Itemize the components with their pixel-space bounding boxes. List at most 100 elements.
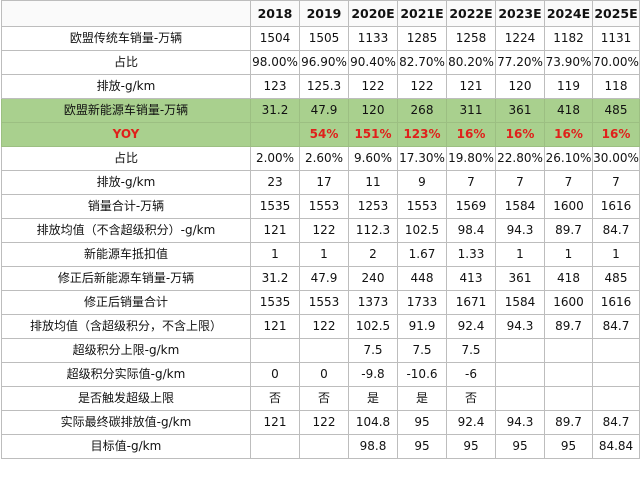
table-cell: 448 <box>397 266 447 291</box>
table-cell <box>592 338 640 363</box>
table-cell: 0 <box>250 362 300 387</box>
table-cell: 30.00% <box>592 146 640 171</box>
table-cell: 9.60% <box>348 146 398 171</box>
header-year: 2022E <box>446 0 496 27</box>
table-cell: 17.30% <box>397 146 447 171</box>
table-cell: 1553 <box>397 194 447 219</box>
table-cell: 7 <box>544 170 593 195</box>
table-cell <box>299 338 349 363</box>
row-label: 超级积分实际值-g/km <box>1 362 251 387</box>
table-cell: 47.9 <box>299 266 349 291</box>
table-cell: 122 <box>397 74 447 99</box>
table-cell: 1133 <box>348 26 398 51</box>
table-cell: 95 <box>397 410 447 435</box>
table-cell: 1.33 <box>446 242 496 267</box>
table-row: 超级积分实际值-g/km 0 0 -9.8 -10.6 -6 <box>1 362 640 387</box>
table-cell: 16% <box>592 122 640 147</box>
table-cell: 418 <box>544 266 593 291</box>
table-row: 实际最终碳排放值-g/km 121 122 104.8 95 92.4 94.3 89.7 84… <box>1 410 640 435</box>
table-cell: 104.8 <box>348 410 398 435</box>
table-cell: 47.9 <box>299 98 349 123</box>
table-cell: 122 <box>348 74 398 99</box>
table-cell: 91.9 <box>397 314 447 339</box>
table-cell: 123% <box>397 122 447 147</box>
table-cell: 1616 <box>592 290 640 315</box>
table-cell: 1 <box>250 242 300 267</box>
table-cell: 268 <box>397 98 447 123</box>
table-cell: 122 <box>299 314 349 339</box>
table-cell: 361 <box>495 266 545 291</box>
table-cell: 19.80% <box>446 146 496 171</box>
table-row: 排放均值（含超级积分，不含上限） 121 122 102.5 91.9 92.4 94.3 8… <box>1 314 640 339</box>
table-cell: 121 <box>250 314 300 339</box>
table-cell: 1584 <box>495 194 545 219</box>
table-cell: 1.67 <box>397 242 447 267</box>
table-cell: 1671 <box>446 290 496 315</box>
table-cell: 1131 <box>592 26 640 51</box>
table-cell: -9.8 <box>348 362 398 387</box>
table-cell: -6 <box>446 362 496 387</box>
row-label: 目标值-g/km <box>1 434 251 459</box>
table-cell: 485 <box>592 266 640 291</box>
table-cell: 31.2 <box>250 266 300 291</box>
table-row: 销量合计-万辆 1535 1553 1253 1553 1569 1584 1600 1616 <box>1 194 640 219</box>
table-row: 修正后新能源车销量-万辆 31.2 47.9 240 448 413 361 418 485 <box>1 266 640 291</box>
table-cell: 1505 <box>299 26 349 51</box>
table-cell: 7.5 <box>397 338 447 363</box>
table-cell: 11 <box>348 170 398 195</box>
table-cell: 84.84 <box>592 434 640 459</box>
table-cell: 1600 <box>544 194 593 219</box>
table-cell <box>544 362 593 387</box>
table-cell: 17 <box>299 170 349 195</box>
table-cell: 70.00% <box>592 50 640 75</box>
row-label: 超级积分上限-g/km <box>1 338 251 363</box>
table-cell: 16% <box>446 122 496 147</box>
row-label: 排放-g/km <box>1 170 251 195</box>
row-label: YOY <box>1 122 251 147</box>
table-cell: 16% <box>495 122 545 147</box>
header-year: 2019 <box>299 0 349 27</box>
table-cell: 118 <box>592 74 640 99</box>
table-cell: 94.3 <box>495 314 545 339</box>
table-cell: 123 <box>250 74 300 99</box>
table-body: 欧盟传统车销量-万辆 1504 1505 1133 1285 1258 1224 1182 11… <box>1 26 640 459</box>
table-cell: 否 <box>299 386 349 411</box>
table-cell: 361 <box>495 98 545 123</box>
table-cell: 80.20% <box>446 50 496 75</box>
table-cell: 94.3 <box>495 218 545 243</box>
row-label: 新能源车抵扣值 <box>1 242 251 267</box>
header-year: 2020E <box>348 0 398 27</box>
table-cell: 98.00% <box>250 50 300 75</box>
row-label: 销量合计-万辆 <box>1 194 251 219</box>
table-cell: 84.7 <box>592 410 640 435</box>
table-cell: 1600 <box>544 290 593 315</box>
row-label: 排放-g/km <box>1 74 251 99</box>
table-cell: 92.4 <box>446 314 496 339</box>
table-cell: 1 <box>544 242 593 267</box>
table-cell: 77.20% <box>495 50 545 75</box>
table-cell: 84.7 <box>592 314 640 339</box>
row-label: 占比 <box>1 50 251 75</box>
table-cell: 240 <box>348 266 398 291</box>
table-cell: 1535 <box>250 194 300 219</box>
table-cell: 1569 <box>446 194 496 219</box>
table-cell: 102.5 <box>348 314 398 339</box>
row-label: 排放均值（不含超级积分）-g/km <box>1 218 251 243</box>
row-label: 实际最终碳排放值-g/km <box>1 410 251 435</box>
table-cell: 102.5 <box>397 218 447 243</box>
table-cell: 120 <box>348 98 398 123</box>
row-label: 欧盟新能源车销量-万辆 <box>1 98 251 123</box>
table-cell: 94.3 <box>495 410 545 435</box>
table-cell: 1373 <box>348 290 398 315</box>
table-cell: 1553 <box>299 194 349 219</box>
table-row: 目标值-g/km 98.8 95 95 95 95 84.84 <box>1 434 640 459</box>
table-cell: 7.5 <box>348 338 398 363</box>
table-cell: 151% <box>348 122 398 147</box>
table-cell: 7 <box>446 170 496 195</box>
table-cell: 否 <box>250 386 300 411</box>
table-cell: 125.3 <box>299 74 349 99</box>
table-cell: 1616 <box>592 194 640 219</box>
row-label: 排放均值（含超级积分，不含上限） <box>1 314 251 339</box>
table-cell: 54% <box>299 122 349 147</box>
table-cell: 121 <box>446 74 496 99</box>
